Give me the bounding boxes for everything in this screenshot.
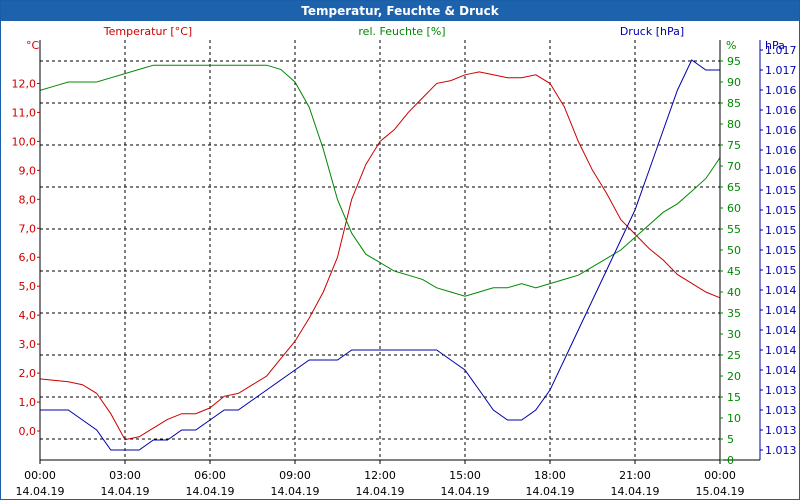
temperature-tick-label: 10,0: [12, 135, 37, 148]
humidity-tick-label: 75: [727, 139, 741, 152]
temperature-tick-label: 1,0: [19, 396, 37, 409]
pressure-tick-label: 1.014: [765, 364, 797, 377]
pressure-unit-label: hPa: [765, 39, 785, 52]
pressure-tick-label: 1.017: [765, 64, 797, 77]
pressure-tick-label: 1.016: [765, 144, 797, 157]
pressure-tick-label: 1.016: [765, 164, 797, 177]
humidity-tick-label: 45: [727, 265, 741, 278]
pressure-tick-label: 1.016: [765, 84, 797, 97]
humidity-tick-label: 15: [727, 391, 741, 404]
x-tick-date: 14.04.19: [356, 485, 405, 498]
temperature-tick-label: 7,0: [19, 222, 37, 235]
pressure-tick-label: 1.014: [765, 324, 797, 337]
humidity-unit-label: %: [726, 39, 736, 52]
pressure-axis-label: Druck [hPa]: [620, 25, 684, 38]
x-tick-time: 03:00: [109, 469, 141, 482]
chart-labels: °C Temperatur [°C] rel. Feuchte [%] % Dr…: [26, 25, 785, 52]
pressure-tick-label: 1.017: [765, 44, 797, 57]
x-tick-date: 15.04.19: [696, 485, 745, 498]
series-line-pressure: [40, 59, 720, 451]
x-tick-time: 21:00: [619, 469, 651, 482]
series-line-humidity: [39, 64, 721, 297]
pressure-tick-label: 1.014: [765, 284, 797, 297]
humidity-tick-label: 85: [727, 97, 741, 110]
x-tick-time: 12:00: [364, 469, 396, 482]
temperature-axis-label: Temperatur [°C]: [103, 25, 192, 38]
pressure-tick-label: 1.013: [765, 384, 797, 397]
temperature-tick-label: 12,0: [12, 77, 37, 90]
pressure-tick-label: 1.016: [765, 104, 797, 117]
temperature-tick-label: 9,0: [19, 164, 37, 177]
humidity-tick-label: 70: [727, 160, 741, 173]
series-line-temperature: [39, 71, 721, 441]
x-tick-date: 14.04.19: [101, 485, 150, 498]
temperature-tick-label: 3,0: [19, 338, 37, 351]
window-title: Temperatur, Feuchte & Druck: [1, 1, 799, 21]
pressure-tick-label: 1.014: [765, 304, 797, 317]
pressure-tick-label: 1.013: [765, 444, 797, 457]
humidity-tick-label: 95: [727, 55, 741, 68]
humidity-tick-label: 5: [727, 433, 734, 446]
temperature-tick-label: 11,0: [12, 106, 37, 119]
humidity-axis-label: rel. Feuchte [%]: [358, 25, 445, 38]
temperature-tick-label: 4,0: [19, 309, 37, 322]
pressure-tick-label: 1.016: [765, 124, 797, 137]
pressure-tick-label: 1.013: [765, 404, 797, 417]
temperature-tick-label: 8,0: [19, 193, 37, 206]
x-tick-date: 14.04.19: [441, 485, 490, 498]
chart-ticks: 00:00 14.04.19 03:00 14.04.19 06:00 14.04.19 0…: [12, 44, 797, 498]
humidity-tick-label: 50: [727, 244, 741, 257]
pressure-tick-label: 1.014: [765, 344, 797, 357]
x-tick-time: 18:00: [534, 469, 566, 482]
humidity-tick-label: 20: [727, 370, 741, 383]
x-tick-time: 00:00: [704, 469, 736, 482]
x-tick-date: 14.04.19: [186, 485, 235, 498]
x-tick-time: 09:00: [279, 469, 311, 482]
chart-series: [39, 59, 721, 451]
x-tick-date: 14.04.19: [611, 485, 660, 498]
humidity-tick-label: 35: [727, 307, 741, 320]
x-tick-time: 00:00: [24, 469, 56, 482]
chart-grid: [40, 40, 720, 460]
x-tick-time: 06:00: [194, 469, 226, 482]
humidity-tick-label: 40: [727, 286, 741, 299]
temperature-tick-label: 5,0: [19, 280, 37, 293]
pressure-tick-label: 1.015: [765, 204, 797, 217]
temperature-unit-label: °C: [26, 39, 40, 52]
pressure-tick-label: 1.015: [765, 184, 797, 197]
x-tick-date: 14.04.19: [526, 485, 575, 498]
temperature-tick-label: 0,0: [19, 425, 37, 438]
humidity-tick-label: 10: [727, 412, 741, 425]
pressure-tick-label: 1.015: [765, 264, 797, 277]
pressure-tick-label: 1.013: [765, 424, 797, 437]
humidity-tick-label: 90: [727, 76, 741, 89]
humidity-tick-label: 0: [727, 454, 734, 467]
pressure-tick-label: 1.015: [765, 244, 797, 257]
pressure-tick-label: 1.015: [765, 224, 797, 237]
humidity-tick-label: 55: [727, 223, 741, 236]
temperature-tick-label: 6,0: [19, 251, 37, 264]
humidity-tick-label: 30: [727, 328, 741, 341]
humidity-tick-label: 80: [727, 118, 741, 131]
x-tick-time: 15:00: [449, 469, 481, 482]
humidity-tick-label: 25: [727, 349, 741, 362]
x-tick-date: 14.04.19: [271, 485, 320, 498]
humidity-tick-label: 60: [727, 202, 741, 215]
temperature-tick-label: 2,0: [19, 367, 37, 380]
humidity-tick-label: 65: [727, 181, 741, 194]
x-tick-date: 14.04.19: [16, 485, 65, 498]
